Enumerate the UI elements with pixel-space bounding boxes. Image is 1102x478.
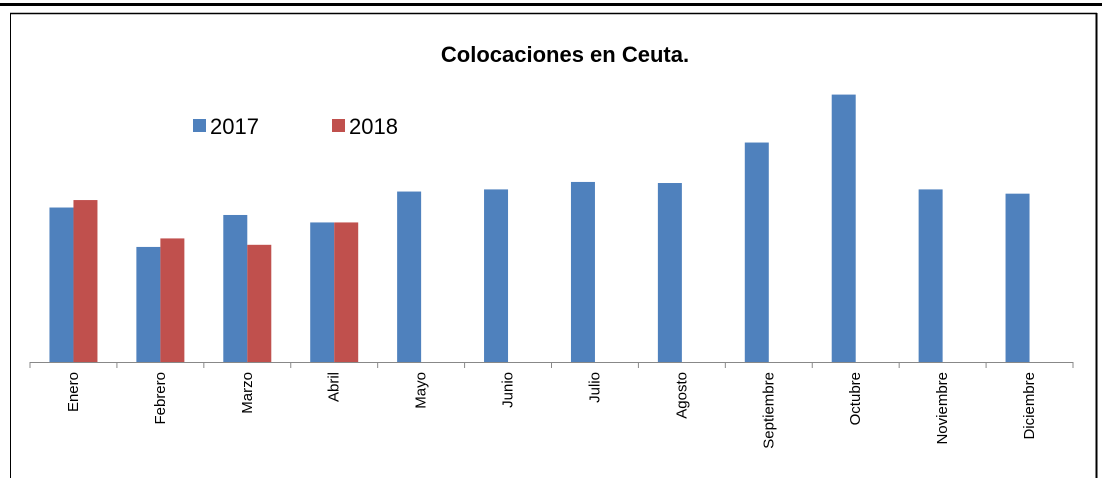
legend-label-2017: 2017 (210, 114, 259, 139)
x-tick-label-septiembre: Septiembre (760, 372, 777, 449)
legend-label-2018: 2018 (349, 114, 398, 139)
bar-2017-junio (484, 189, 509, 362)
bar-2018-febrero (160, 238, 185, 362)
bar-2017-diciembre (1005, 193, 1030, 362)
bars (49, 94, 1030, 362)
x-tick-label-mayo: Mayo (413, 372, 430, 409)
x-tick-label-diciembre: Diciembre (1021, 372, 1038, 440)
x-tick-label-noviembre: Noviembre (934, 372, 951, 445)
bar-2017-septiembre (744, 142, 769, 362)
legend: 2017 2018 (193, 114, 398, 139)
bar-2017-mayo (397, 191, 422, 362)
bar-2018-enero (73, 200, 98, 362)
chart-title: Colocaciones en Ceuta. (441, 42, 689, 67)
x-tick-label-enero: Enero (65, 372, 82, 412)
bar-2017-abril (310, 222, 335, 362)
x-tick-labels: Enero Febrero Marzo Abril Mayo Junio Julio Agos… (65, 372, 1038, 449)
legend-swatch-2018 (332, 119, 345, 132)
bar-2017-noviembre (918, 189, 943, 362)
bar-2017-enero (49, 207, 74, 362)
bar-2017-febrero (136, 246, 161, 362)
bar-2017-octubre (831, 94, 856, 362)
x-ticks (29, 362, 1074, 368)
x-tick-label-abril: Abril (326, 372, 343, 402)
x-tick-label-julio: Julio (586, 372, 603, 403)
x-tick-label-febrero: Febrero (152, 372, 169, 425)
x-tick-label-agosto: Agosto (673, 372, 690, 419)
bar-2018-marzo (247, 244, 272, 362)
bar-2017-agosto (657, 183, 682, 362)
bar-2017-julio (570, 181, 595, 362)
bar-2017-marzo (223, 214, 248, 362)
x-tick-label-octubre: Octubre (847, 372, 864, 425)
legend-swatch-2017 (193, 119, 206, 132)
bar-2018-abril (334, 222, 359, 362)
x-tick-label-marzo: Marzo (239, 372, 256, 414)
x-tick-label-junio: Junio (500, 372, 517, 408)
